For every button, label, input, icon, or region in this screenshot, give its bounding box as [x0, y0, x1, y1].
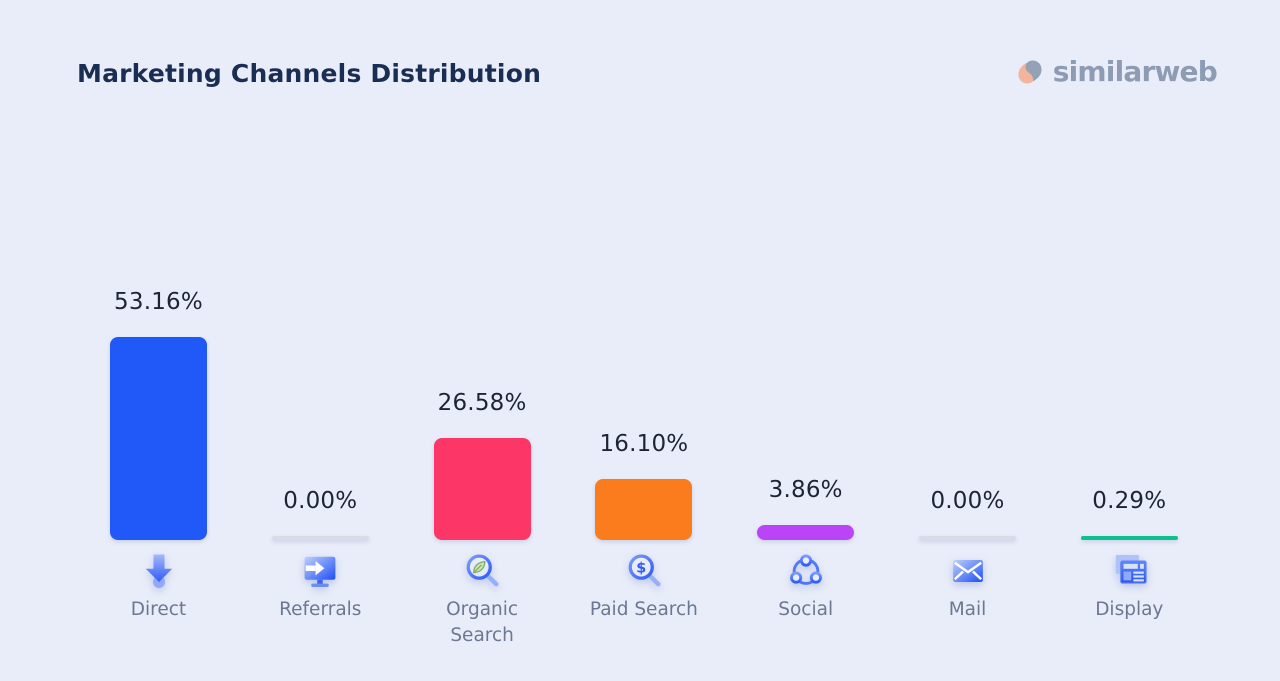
value-label-display: 0.29%	[1092, 488, 1167, 514]
similarweb-logo-text: similarweb	[1052, 55, 1218, 88]
channel-label-social: Social	[778, 599, 834, 620]
similarweb-logo: similarweb	[1014, 55, 1218, 88]
bar-referrals	[271, 536, 369, 540]
direct-arrow-down-icon	[137, 549, 181, 593]
value-label-direct: 53.16%	[114, 289, 203, 315]
value-label-organic-search: 26.58%	[437, 390, 527, 416]
channel-label-direct: Direct	[130, 599, 187, 620]
value-label-referrals: 0.00%	[283, 488, 358, 514]
bar-mail	[919, 536, 1016, 540]
bar-display	[1080, 536, 1178, 540]
display-ad-windows-icon	[1107, 549, 1151, 593]
channel-label-paid-search: Paid Search	[589, 599, 698, 620]
bar-direct	[110, 337, 207, 540]
similarweb-droplet-icon	[1018, 59, 1042, 84]
page-title: Marketing Channels Distribution	[77, 59, 542, 88]
bar-organic-search	[433, 438, 531, 540]
value-label-paid-search: 16.10%	[599, 431, 689, 457]
svg-text:$: $	[636, 561, 646, 577]
channel-label-referrals: Referrals	[279, 599, 362, 620]
channel-label-organic-search: Organic Search	[446, 599, 519, 646]
bar-social	[757, 525, 855, 540]
value-label-mail: 0.00%	[930, 488, 1005, 514]
bar-paid-search	[595, 479, 693, 540]
social-share-network-icon	[784, 549, 828, 593]
paid-search-magnifier-dollar-icon: $	[622, 549, 666, 593]
channel-label-mail: Mail	[948, 599, 987, 620]
value-label-social: 3.86%	[768, 477, 843, 503]
referrals-monitor-arrow-icon	[298, 549, 342, 593]
organic-search-magnifier-leaf-icon	[460, 549, 504, 593]
mail-envelope-icon	[946, 549, 990, 593]
channel-label-display: Display	[1095, 599, 1164, 620]
